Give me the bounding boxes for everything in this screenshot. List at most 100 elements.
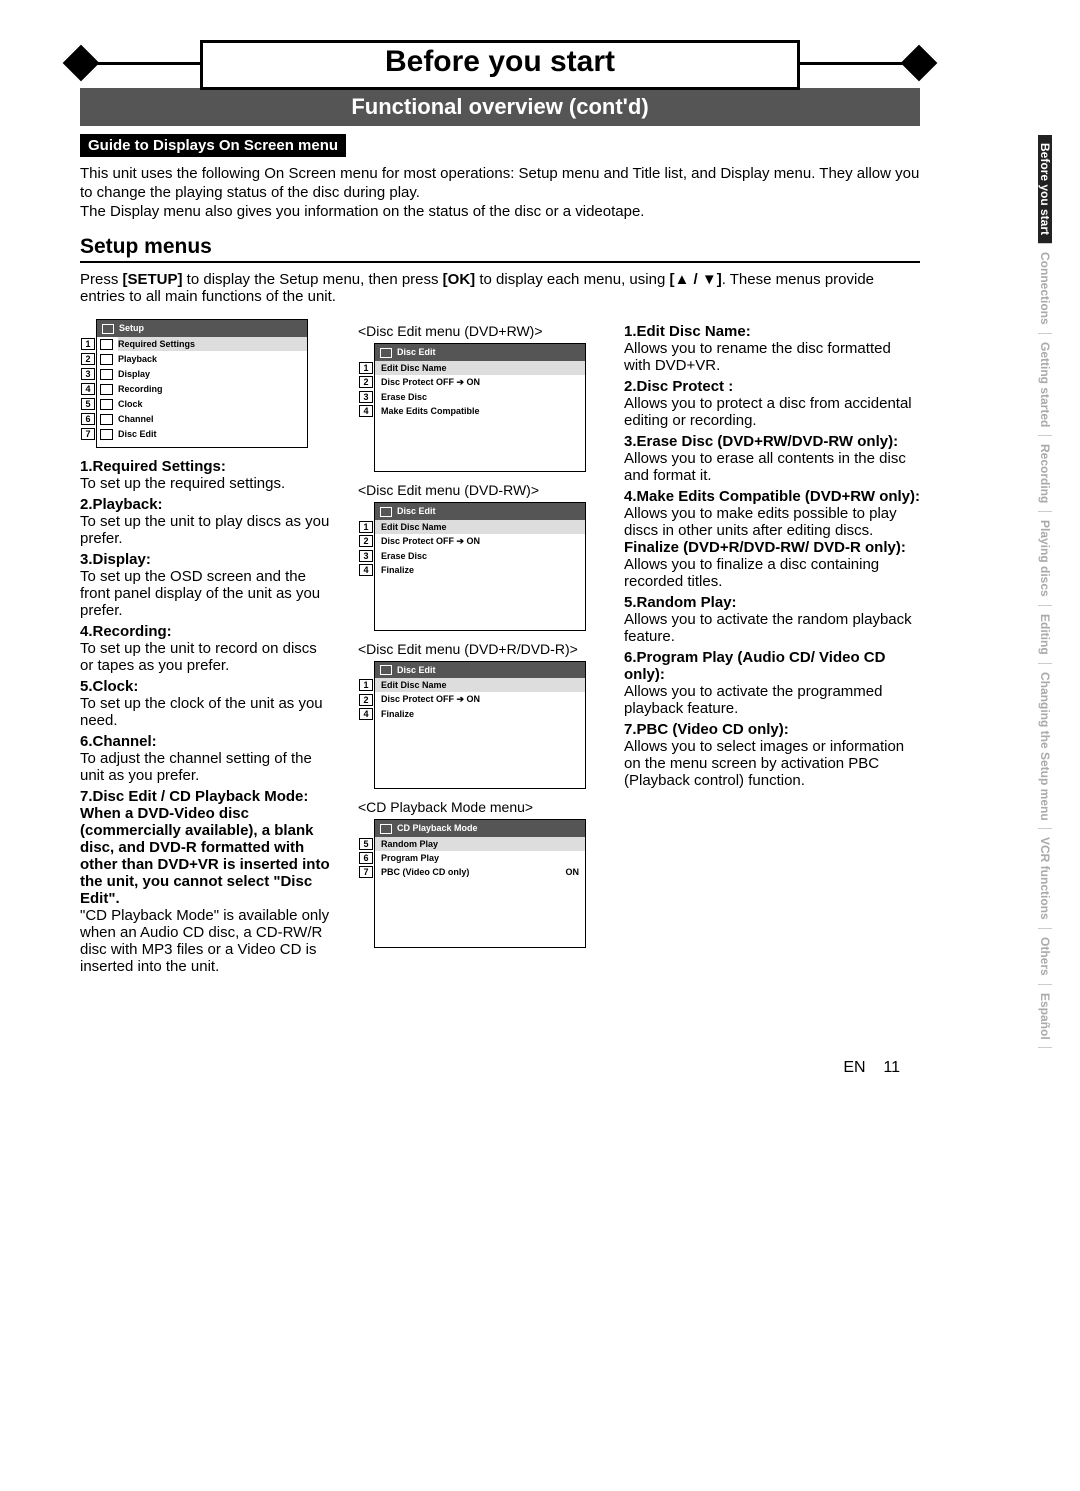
side-tab[interactable]: Editing — [1038, 606, 1052, 664]
menu-title: Disc Edit — [375, 344, 585, 361]
row-label: Random Play — [375, 837, 585, 851]
menu-row: 3Erase Disc — [375, 390, 585, 404]
menu-window: CD Playback Mode5Random Play6Program Pla… — [374, 819, 586, 948]
row-num: 4 — [81, 383, 95, 395]
side-tab[interactable]: Recording — [1038, 436, 1052, 512]
columns: Setup 1Required Settings2Playback3Displa… — [80, 319, 920, 979]
desc-item: 2.Playback:To set up the unit to play di… — [80, 496, 330, 547]
side-tab[interactable]: Before you start — [1038, 135, 1052, 244]
row-num: 3 — [359, 391, 373, 403]
column-3: 1.Edit Disc Name:Allows you to rename th… — [624, 319, 920, 793]
setup-menu-row: 1Required Settings — [97, 337, 307, 352]
row-label: Edit Disc Name — [375, 520, 585, 534]
row-label: Disc Protect OFF ➔ ON — [375, 375, 585, 390]
menu-row: 1Edit Disc Name — [375, 361, 585, 375]
row-label: Finalize — [375, 563, 585, 577]
side-tab[interactable]: VCR functions — [1038, 829, 1052, 929]
setup-heading: Setup menus — [80, 235, 920, 263]
row-label: Edit Disc Name — [375, 361, 585, 375]
row-num: 1 — [359, 521, 373, 533]
row-label: Playback — [118, 352, 307, 366]
row-label: Erase Disc — [375, 390, 585, 404]
right-descriptions: 1.Edit Disc Name:Allows you to rename th… — [624, 323, 920, 789]
menu-caption: <CD Playback Mode menu> — [358, 799, 596, 815]
row-num: 4 — [359, 708, 373, 720]
menu-row: 5Random Play — [375, 837, 585, 851]
column-2: <Disc Edit menu (DVD+RW)>Disc Edit1Edit … — [358, 319, 596, 958]
menu-title: Disc Edit — [375, 503, 585, 520]
banner: Before you start — [80, 40, 920, 85]
menu-caption: <Disc Edit menu (DVD+R/DVD-R)> — [358, 641, 596, 657]
row-num: 3 — [81, 368, 95, 380]
row-num: 7 — [81, 428, 95, 440]
row-label: PBC (Video CD only) — [375, 865, 566, 879]
menu-row: 2Disc Protect OFF ➔ ON — [375, 692, 585, 707]
desc-item: 4.Make Edits Compatible (DVD+RW only):Al… — [624, 488, 920, 590]
row-label: Disc Protect OFF ➔ ON — [375, 692, 585, 707]
page: Before you start Functional overview (co… — [80, 40, 920, 1077]
row-num: 7 — [359, 866, 373, 878]
guide-heading: Guide to Displays On Screen menu — [80, 134, 346, 157]
setup-menu-row: 7Disc Edit — [97, 427, 307, 442]
row-label: Make Edits Compatible — [375, 404, 585, 418]
menu-row: 3Erase Disc — [375, 549, 585, 563]
side-tab[interactable]: Playing discs — [1038, 512, 1052, 606]
setup-menu-row: 6Channel — [97, 412, 307, 427]
row-label: Edit Disc Name — [375, 678, 585, 692]
desc-item: 3.Erase Disc (DVD+RW/DVD-RW only):Allows… — [624, 433, 920, 484]
footer: EN 11 — [80, 1059, 900, 1077]
menu-row: 7PBC (Video CD only)ON — [375, 865, 585, 879]
footer-page: 11 — [883, 1059, 900, 1076]
row-num: 1 — [359, 362, 373, 374]
menu-window: Disc Edit1Edit Disc Name2Disc Protect OF… — [374, 343, 586, 472]
side-tab[interactable]: Changing the Setup menu — [1038, 664, 1052, 830]
row-num: 1 — [81, 338, 95, 350]
side-tab[interactable]: Español — [1038, 985, 1052, 1049]
menu-window: Disc Edit1Edit Disc Name2Disc Protect OF… — [374, 661, 586, 790]
side-tabs: Before you startConnectionsGetting start… — [1038, 135, 1058, 1048]
row-label: Recording — [118, 382, 307, 396]
desc-item: 3.Display:To set up the OSD screen and t… — [80, 551, 330, 619]
side-tab[interactable]: Connections — [1038, 244, 1052, 334]
row-num: 6 — [81, 413, 95, 425]
press-line: Press [SETUP] to display the Setup menu,… — [80, 271, 920, 305]
row-num: 3 — [359, 550, 373, 562]
row-num: 5 — [81, 398, 95, 410]
row-label: Display — [118, 367, 307, 381]
menu-row: 4Finalize — [375, 563, 585, 577]
side-tab[interactable]: Getting started — [1038, 334, 1052, 436]
row-label: Channel — [118, 412, 307, 426]
desc-item: 5.Clock:To set up the clock of the unit … — [80, 678, 330, 729]
menu-row: 4Finalize — [375, 707, 585, 721]
banner-notch-left — [63, 45, 100, 82]
menu-icon — [100, 414, 113, 425]
menu-caption: <Disc Edit menu (DVD+RW)> — [358, 323, 596, 339]
menu-row: 1Edit Disc Name — [375, 678, 585, 692]
row-label: Program Play — [375, 851, 585, 865]
row-label: Disc Protect OFF ➔ ON — [375, 534, 585, 549]
menu-row: 1Edit Disc Name — [375, 520, 585, 534]
menu-window: Disc Edit1Edit Disc Name2Disc Protect OF… — [374, 502, 586, 631]
desc-item: 4.Recording:To set up the unit to record… — [80, 623, 330, 674]
menu-icon — [100, 369, 113, 380]
menu-title: CD Playback Mode — [375, 820, 585, 837]
row-label: Required Settings — [118, 337, 307, 351]
menu-icon — [100, 354, 113, 365]
subtitle-bar: Functional overview (cont'd) — [80, 88, 920, 126]
banner-title: Before you start — [200, 40, 800, 90]
menu-row: 2Disc Protect OFF ➔ ON — [375, 534, 585, 549]
menu-caption: <Disc Edit menu (DVD-RW)> — [358, 482, 596, 498]
side-tab[interactable]: Others — [1038, 929, 1052, 985]
menu-icon — [100, 429, 113, 440]
row-num: 4 — [359, 405, 373, 417]
desc-item: 1.Edit Disc Name:Allows you to rename th… — [624, 323, 920, 374]
row-label: Disc Edit — [118, 427, 307, 441]
menu-icon — [100, 384, 113, 395]
row-num: 2 — [359, 535, 373, 547]
row-num: 4 — [359, 564, 373, 576]
row-label: Finalize — [375, 707, 585, 721]
row-label: Erase Disc — [375, 549, 585, 563]
desc-item: 1.Required Settings:To set up the requir… — [80, 458, 330, 492]
setup-menu-row: 2Playback — [97, 352, 307, 367]
setup-menu-window: Setup 1Required Settings2Playback3Displa… — [80, 319, 330, 448]
